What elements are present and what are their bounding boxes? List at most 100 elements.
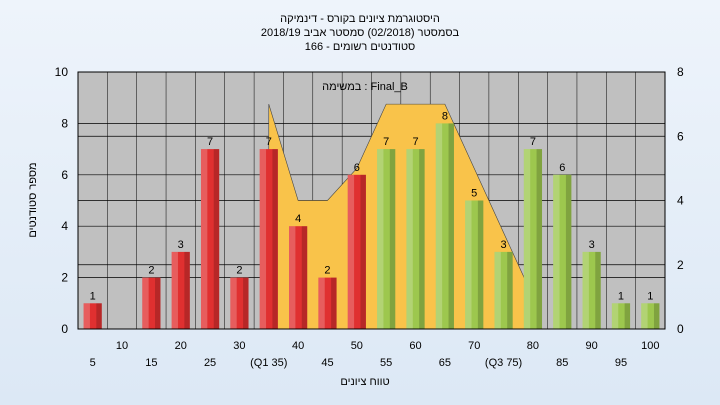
data-label: 7 [383,136,389,148]
bar-highlight [171,251,178,329]
bar-shade [419,149,425,329]
bar-highlight [230,277,237,329]
bar-shade [155,277,161,329]
y2-tick-label: 2 [677,258,684,272]
bar-highlight [377,149,384,329]
bar [641,303,660,329]
plot-border [77,71,666,330]
x-tick-label: 100 [641,340,659,352]
chart-title-line-1: היסטוגרמת ציונים בקורס - דינמיקה [280,13,440,25]
data-label: 6 [559,162,565,174]
x-tick-label: 45 [321,357,333,369]
bar-shade [624,303,631,329]
bar-highlight [465,200,472,329]
bar-highlight [318,277,325,329]
bar [553,174,572,329]
x-tick-label: 80 [527,340,539,352]
data-label: 8 [442,110,448,122]
x-tick-label: 5 [90,357,96,369]
bar [200,149,220,329]
x-tick-label: 60 [409,340,421,352]
x-tick-label: 20 [175,340,187,352]
bar-shade [653,303,660,329]
x-tick-label: 65 [439,357,451,369]
y2-tick-label: 6 [677,129,684,143]
bar [611,303,631,329]
bar-shade [389,149,396,329]
x-tick-label: 90 [586,340,598,352]
y-tick-label: 4 [61,219,68,233]
data-label: 6 [354,162,360,174]
y2-tick-label: 0 [677,322,684,336]
x-tick-label: (Q3 75) [485,357,522,369]
bar [318,277,337,329]
bar-shade [595,251,601,329]
chart-title-line-3: סטודנטים רשומים - 166 [305,41,416,53]
bar-shade [477,200,484,329]
bar [259,149,278,329]
data-label: 4 [295,213,301,225]
bar-highlight [142,277,149,329]
x-tick-label: 40 [292,340,304,352]
x-tick-label: 10 [116,340,128,352]
x-tick-label: (Q1 35) [250,357,287,369]
x-tick-label: 25 [204,357,216,369]
x-tick-label: 95 [615,357,627,369]
data-label: 7 [266,136,272,148]
bar-shade [301,226,308,329]
x-tick-label: 55 [380,357,392,369]
y-tick-label: 6 [61,168,68,182]
x-tick-label: 30 [233,340,245,352]
bar-highlight [641,303,648,329]
y-tick-label: 8 [61,116,68,130]
data-label: 7 [412,136,418,148]
data-label: 2 [324,265,330,277]
bar [347,174,366,329]
bar-highlight [494,251,501,329]
bar-highlight [200,149,208,329]
data-label: 7 [207,136,213,148]
bar-shade [272,149,278,329]
bar [289,226,308,329]
bar-shade [243,277,249,329]
bar [377,149,396,329]
y-tick-label: 2 [61,271,68,285]
bar-highlight [523,149,531,329]
bar-shade [360,174,366,329]
data-label: 3 [589,239,595,251]
bar [582,251,601,329]
bar-shade [565,174,572,329]
x-tick-label: 50 [351,340,363,352]
bar-highlight [259,149,267,329]
data-label: 1 [90,290,96,302]
y-axis-label: מספר סטודנטים [27,162,39,237]
y-tick-label: 0 [61,322,68,336]
bar-highlight [582,251,589,329]
x-tick-label: 15 [145,357,157,369]
chart-title-line-2: בסמסטר (02/2018) סמסטר אביב 2018/19 [261,27,460,39]
bar-shade [448,123,454,330]
data-label: 2 [148,265,154,277]
bar-highlight [289,226,296,329]
bar [83,303,102,329]
data-label: 3 [178,239,184,251]
bar-shade [536,149,543,329]
data-label: 5 [471,188,477,200]
bar-highlight [435,123,443,330]
data-label: 3 [501,239,507,251]
bar-highlight [347,174,355,329]
bar [142,277,161,329]
bar-shade [184,251,190,329]
y2-tick-label: 4 [677,194,684,208]
y2-tick-label: 8 [677,65,684,79]
bar-highlight [611,303,619,329]
bar [171,251,190,329]
bar-highlight [83,303,90,329]
x-tick-label: 85 [556,357,568,369]
bar-shade [507,251,513,329]
bar-highlight [406,149,413,329]
data-label: 7 [530,136,536,148]
bar-highlight [553,174,560,329]
bar [435,123,454,330]
